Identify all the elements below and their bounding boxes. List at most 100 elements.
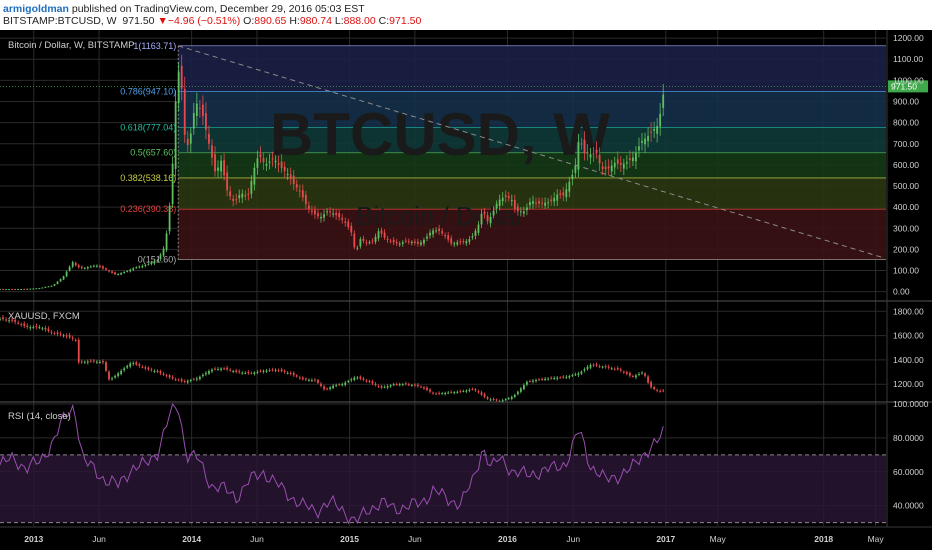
candle-body bbox=[147, 367, 150, 370]
candle-body bbox=[292, 175, 295, 184]
candle-body bbox=[80, 266, 83, 269]
fib-zone bbox=[178, 209, 886, 260]
candle-body bbox=[298, 190, 301, 192]
candle-body bbox=[211, 369, 213, 372]
candle-body bbox=[256, 371, 259, 373]
candle-body bbox=[235, 370, 238, 372]
candle-body bbox=[162, 373, 165, 375]
candle-body bbox=[392, 239, 395, 243]
candle-body bbox=[498, 199, 501, 206]
candle-body bbox=[535, 380, 537, 382]
candle-body bbox=[486, 215, 489, 222]
candle-body bbox=[59, 279, 62, 282]
candle-body bbox=[5, 319, 7, 321]
candle-body bbox=[171, 163, 174, 205]
time-tick-label: 2016 bbox=[498, 534, 517, 544]
candle-body bbox=[553, 378, 556, 380]
fib-retracement[interactable]: 1(1163.71) 0.786(947.10) 0.618(777.04) 0.5(… bbox=[120, 41, 886, 265]
candle-body bbox=[192, 379, 195, 381]
candle-body bbox=[344, 221, 347, 223]
candle-body bbox=[271, 158, 274, 160]
candle-body bbox=[356, 247, 359, 249]
candle-body bbox=[438, 392, 441, 394]
candle-body bbox=[374, 383, 377, 386]
author-link[interactable]: armigoldman bbox=[3, 3, 69, 15]
candle-body bbox=[459, 391, 462, 393]
time-tick-label: 2015 bbox=[340, 534, 359, 544]
candle-body bbox=[589, 154, 592, 158]
candle-body bbox=[368, 380, 371, 382]
candle-body bbox=[659, 390, 662, 392]
candle-body bbox=[208, 370, 210, 374]
candle-body bbox=[280, 161, 283, 169]
candle-body bbox=[638, 146, 640, 151]
candle-body bbox=[635, 375, 637, 378]
candle-body bbox=[519, 211, 522, 213]
rsi-band bbox=[0, 454, 886, 523]
candle-body bbox=[2, 289, 4, 291]
candle-body bbox=[56, 332, 59, 335]
candle-body bbox=[68, 266, 71, 271]
candle-body bbox=[522, 385, 525, 390]
candle-body bbox=[616, 159, 619, 164]
candle-body bbox=[47, 286, 50, 288]
candle-body bbox=[283, 166, 286, 171]
candle-body bbox=[250, 180, 253, 194]
candle-body bbox=[480, 213, 483, 225]
candle-body bbox=[56, 281, 59, 284]
candle-body bbox=[8, 289, 10, 291]
candle-body bbox=[407, 384, 410, 386]
fib-zone bbox=[178, 127, 886, 153]
fib-zone bbox=[178, 152, 886, 178]
candle-body bbox=[565, 189, 568, 198]
candle-body bbox=[471, 236, 474, 238]
candle-body bbox=[262, 158, 265, 163]
candle-body bbox=[456, 242, 459, 245]
publish-info: armigoldman published on TradingView.com… bbox=[3, 3, 365, 15]
candle-body bbox=[102, 266, 104, 269]
candle-body bbox=[0, 289, 1, 291]
xau-pane-title: XAUUSD, FXCM bbox=[8, 311, 80, 322]
time-axis[interactable]: 2013 Jun 2014 Jun 2015 Jun 2016 Jun 2017 May 2018 M… bbox=[0, 526, 932, 544]
candle-body bbox=[159, 371, 162, 374]
candle-body bbox=[389, 240, 392, 242]
candle-body bbox=[153, 371, 156, 373]
candle-body bbox=[404, 383, 407, 385]
candle-body bbox=[644, 138, 646, 145]
candle-body bbox=[544, 378, 546, 380]
rsi-pane-title: RSI (14, close) bbox=[8, 411, 71, 422]
candle-body bbox=[359, 239, 362, 247]
candle-body bbox=[353, 377, 356, 381]
candle-body bbox=[486, 397, 489, 399]
chart-canvas[interactable]: 1(1163.71) 0.786(947.10) 0.618(777.04) 0.5(… bbox=[0, 30, 932, 550]
trendline[interactable] bbox=[178, 45, 884, 259]
candle-body bbox=[371, 381, 374, 384]
candle-body bbox=[29, 288, 32, 290]
candle-body bbox=[326, 388, 328, 390]
open-value: 890.65 bbox=[254, 15, 287, 27]
candle-body bbox=[77, 265, 80, 268]
open-label: O: bbox=[243, 15, 255, 27]
candle-body bbox=[129, 269, 132, 272]
candle-body bbox=[583, 139, 586, 153]
candle-body bbox=[513, 200, 516, 209]
candle-body bbox=[65, 271, 68, 277]
candle-body bbox=[571, 375, 574, 377]
candle-body bbox=[559, 193, 562, 195]
rsi-pane bbox=[0, 402, 886, 525]
candle-body bbox=[423, 239, 425, 244]
y-tick-label: 1800.00 bbox=[893, 306, 924, 316]
price-axes[interactable]: 1200.00 1100.00 1000.00 900.00 800.00 700.00 6… bbox=[886, 30, 929, 527]
candle-body bbox=[432, 392, 434, 394]
candle-body bbox=[314, 379, 316, 381]
candle-body bbox=[89, 360, 92, 362]
candle-body bbox=[62, 335, 65, 337]
candle-body bbox=[168, 205, 171, 232]
candle-body bbox=[398, 243, 401, 245]
candle-body bbox=[653, 128, 656, 131]
candle-body bbox=[595, 149, 598, 154]
candle-body bbox=[613, 162, 616, 168]
watermark: BTCUSD, W bbox=[270, 101, 610, 168]
candle-body bbox=[92, 265, 95, 267]
candle-body bbox=[577, 142, 580, 170]
